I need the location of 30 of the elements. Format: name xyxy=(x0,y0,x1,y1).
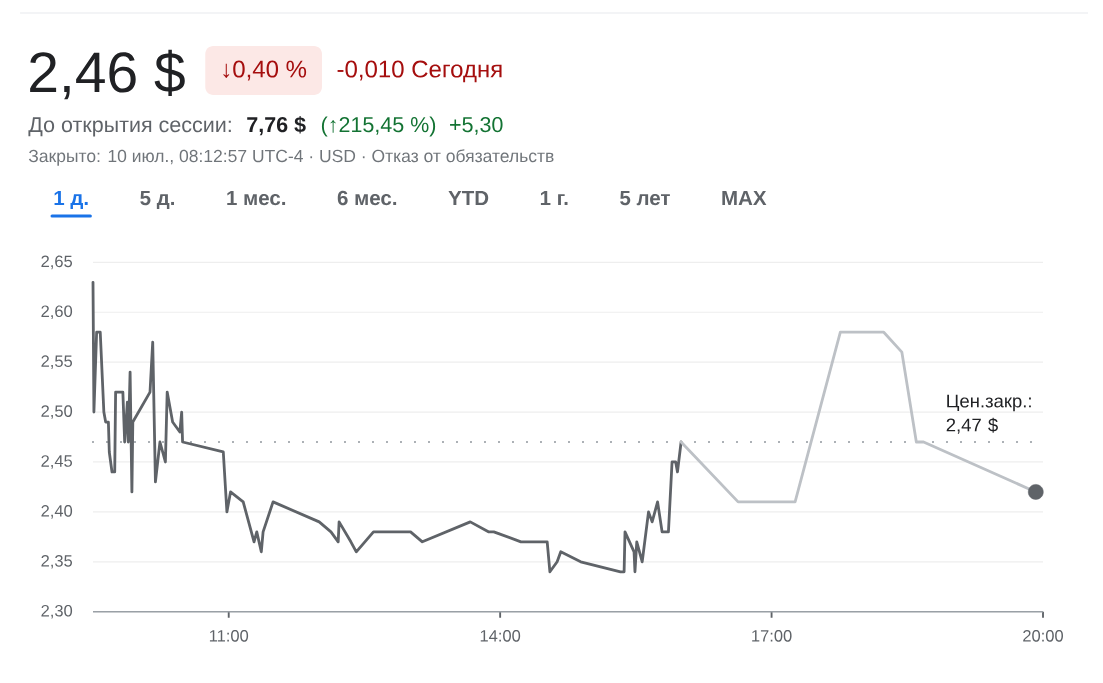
text: Закрыто: 10 июл., 08:12:57 UTC-4 · USD · Отказ от обязательств xyxy=(28,149,554,166)
y-tick-label: 2,40 xyxy=(41,505,73,519)
text: 1 мес. xyxy=(227,190,286,206)
text: YTD xyxy=(448,190,489,206)
text: До открытия сессии: xyxy=(28,117,231,137)
y-tick-label: 2,30 xyxy=(41,604,73,619)
y-tick-label: 2,60 xyxy=(41,305,73,320)
y-tick-label: 2,65 xyxy=(41,255,73,270)
text: 1 д. xyxy=(54,190,88,210)
y-tick-label: 2,55 xyxy=(41,355,73,369)
y-tick-label: 2,50 xyxy=(41,405,73,419)
text: +5,30 xyxy=(450,116,503,135)
ref-line-label: Цен.закр.: 2,47 $ xyxy=(946,394,1031,434)
text: MAX xyxy=(722,190,767,206)
y-tick-label: 2,35 xyxy=(41,554,73,569)
text: (↑215,45 %) xyxy=(321,116,436,137)
x-tick-label: 20:00 xyxy=(1023,629,1064,642)
text: 6 мес. xyxy=(337,190,397,206)
text: -0,010 Сегодня xyxy=(337,60,502,83)
text: 7,76 $ xyxy=(247,116,306,136)
line-series xyxy=(91,280,683,574)
chart-title: 2,46 $ xyxy=(30,49,185,100)
text: 1 г. xyxy=(540,190,568,206)
y-tick-label: 2,45 xyxy=(41,455,73,469)
x-tick-label: 11:00 xyxy=(209,629,249,642)
x-tick-label: 17:00 xyxy=(752,629,792,642)
text: 5 лет xyxy=(620,190,670,206)
x-tick-label: 14:00 xyxy=(480,629,521,642)
text: 5 д. xyxy=(140,190,175,210)
text: ↓0,40 % xyxy=(223,60,307,81)
